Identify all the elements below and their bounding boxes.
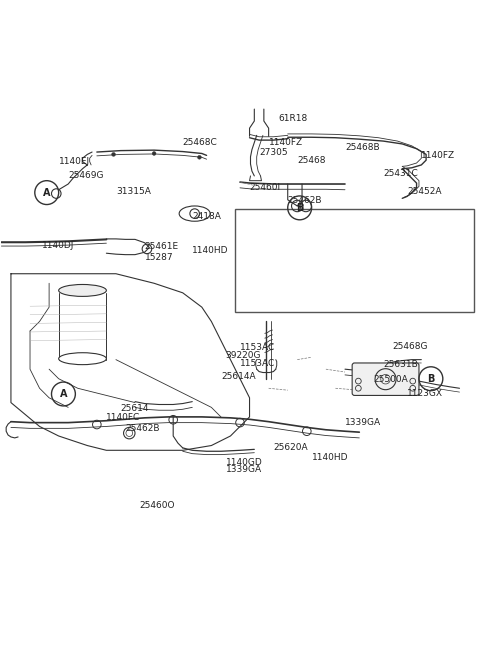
Ellipse shape xyxy=(179,206,210,221)
Text: 2418A: 2418A xyxy=(192,212,221,221)
Text: 25468B: 25468B xyxy=(345,143,380,152)
Text: 1153AC: 1153AC xyxy=(240,343,275,352)
Text: 25500A: 25500A xyxy=(373,375,408,384)
Text: 25431C: 25431C xyxy=(383,169,418,178)
Text: 25462B: 25462B xyxy=(288,196,322,205)
Text: 1339GA: 1339GA xyxy=(226,465,262,474)
Circle shape xyxy=(112,152,116,156)
FancyBboxPatch shape xyxy=(352,363,419,395)
Circle shape xyxy=(152,152,156,156)
Text: A: A xyxy=(43,187,50,197)
Text: 25469G: 25469G xyxy=(68,171,104,181)
Ellipse shape xyxy=(59,353,107,365)
Text: 15287: 15287 xyxy=(144,252,173,261)
Text: 31315A: 31315A xyxy=(116,187,151,196)
Text: 1140EJ: 1140EJ xyxy=(59,157,90,166)
Text: 25631B: 25631B xyxy=(383,360,418,369)
Text: 1140FC: 1140FC xyxy=(107,413,141,422)
Text: 25614A: 25614A xyxy=(221,372,255,381)
Text: 1140FZ: 1140FZ xyxy=(269,138,303,147)
Text: 1123GX: 1123GX xyxy=(407,389,443,399)
Text: 1140DJ: 1140DJ xyxy=(42,240,74,250)
Text: 1140HD: 1140HD xyxy=(312,453,348,462)
FancyBboxPatch shape xyxy=(235,209,474,312)
Text: 1153AC: 1153AC xyxy=(240,359,275,368)
Text: 25468G: 25468G xyxy=(393,342,428,351)
Text: 1140FZ: 1140FZ xyxy=(421,151,456,160)
Text: 25614: 25614 xyxy=(120,404,149,413)
Text: 1339GA: 1339GA xyxy=(345,418,381,427)
Text: B: B xyxy=(427,374,434,384)
Text: 25460I: 25460I xyxy=(250,183,281,193)
Text: 61R18: 61R18 xyxy=(278,114,307,123)
Text: 25468C: 25468C xyxy=(183,138,217,147)
Ellipse shape xyxy=(59,285,107,297)
Text: B: B xyxy=(296,203,303,213)
Text: 27305: 27305 xyxy=(259,148,288,156)
Text: 1140HD: 1140HD xyxy=(192,246,229,256)
Text: 39220G: 39220G xyxy=(226,352,261,360)
Text: 25460O: 25460O xyxy=(140,500,175,510)
Text: A: A xyxy=(60,389,67,399)
Text: 25461E: 25461E xyxy=(144,242,179,250)
Text: 25452A: 25452A xyxy=(407,187,442,196)
Text: 1140GD: 1140GD xyxy=(226,457,263,467)
Circle shape xyxy=(198,156,201,159)
Text: 25620A: 25620A xyxy=(274,444,308,452)
Text: 25468: 25468 xyxy=(297,156,326,165)
Text: 25462B: 25462B xyxy=(125,424,160,434)
